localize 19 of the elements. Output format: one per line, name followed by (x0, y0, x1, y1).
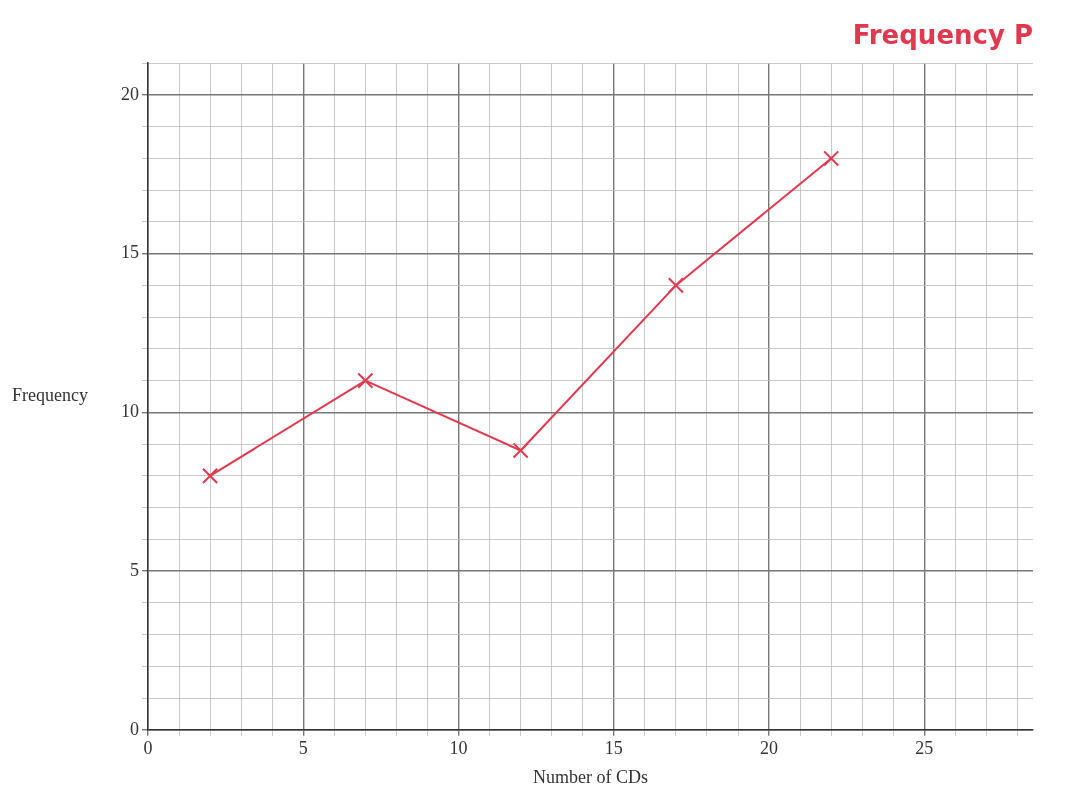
x-tick-label: 25 (915, 738, 934, 759)
x-tick-label: 5 (298, 738, 308, 759)
y-tick-label: 20 (121, 83, 139, 104)
point (823, 150, 840, 167)
point (357, 372, 374, 389)
y-tick-label: 0 (130, 718, 139, 739)
x-axis-title: Number of CDs (533, 766, 648, 787)
point (512, 442, 529, 459)
chart-title: Frequency P (852, 20, 1033, 51)
x-tick-label: 15 (604, 738, 623, 759)
y-axis-title: Frequency (12, 385, 88, 406)
y-tick-label: 10 (121, 401, 139, 422)
y-tick-label: 15 (121, 242, 139, 263)
y-tick-label: 5 (130, 559, 139, 580)
point (667, 277, 684, 294)
x-tick-label: 20 (760, 738, 779, 759)
x-tick-label: 10 (449, 738, 468, 759)
x-tick-label: 0 (143, 738, 153, 759)
point (202, 467, 219, 484)
